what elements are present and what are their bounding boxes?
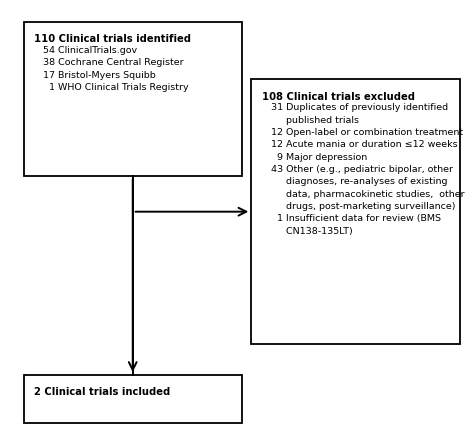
Bar — [24, 375, 242, 423]
Text: 31 Duplicates of previously identified: 31 Duplicates of previously identified — [262, 103, 448, 112]
Text: 108 Clinical trials excluded: 108 Clinical trials excluded — [262, 92, 415, 102]
Text: 43 Other (e.g., pediatric bipolar, other: 43 Other (e.g., pediatric bipolar, other — [262, 165, 453, 174]
Text: 38 Cochrane Central Register: 38 Cochrane Central Register — [34, 58, 184, 67]
Text: CN138-135LT): CN138-135LT) — [262, 227, 352, 236]
Text: drugs, post-marketing surveillance): drugs, post-marketing surveillance) — [262, 202, 455, 211]
Bar — [251, 79, 460, 344]
Text: 9 Major depression: 9 Major depression — [262, 153, 367, 162]
Text: 1 WHO Clinical Trials Registry: 1 WHO Clinical Trials Registry — [34, 83, 189, 92]
Text: diagnoses, re-analyses of existing: diagnoses, re-analyses of existing — [262, 177, 447, 187]
Text: 17 Bristol-Myers Squibb: 17 Bristol-Myers Squibb — [34, 71, 156, 80]
Text: 110 Clinical trials identified: 110 Clinical trials identified — [34, 34, 191, 45]
Text: 2 Clinical trials included: 2 Clinical trials included — [34, 387, 170, 397]
Text: published trials: published trials — [262, 116, 359, 125]
Text: 12 Acute mania or duration ≤12 weeks: 12 Acute mania or duration ≤12 weeks — [262, 140, 457, 149]
Text: 12 Open-label or combination treatment: 12 Open-label or combination treatment — [262, 128, 463, 137]
Text: data, pharmacokinetic studies,  other: data, pharmacokinetic studies, other — [262, 190, 464, 199]
Text: 54 ClinicalTrials.gov: 54 ClinicalTrials.gov — [34, 46, 137, 55]
Text: 1 Insufficient data for review (BMS: 1 Insufficient data for review (BMS — [262, 214, 441, 224]
Bar — [24, 22, 242, 176]
